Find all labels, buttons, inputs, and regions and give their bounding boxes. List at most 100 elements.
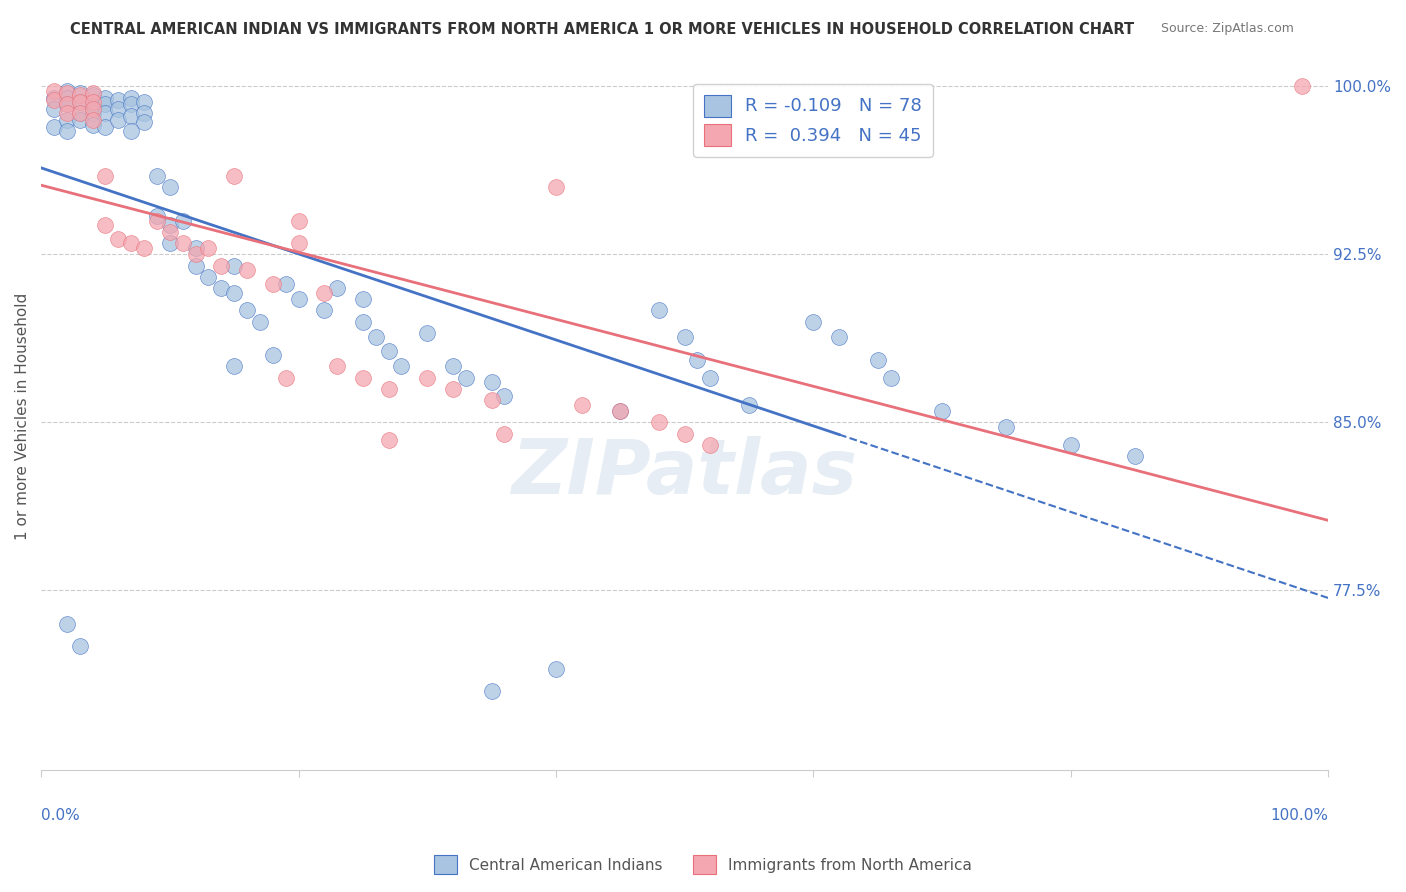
Point: [287, 214, 309, 228]
Point: [132, 106, 155, 120]
Point: [1060, 438, 1083, 452]
Point: [197, 269, 219, 284]
Point: [56, 90, 79, 104]
Point: [82, 102, 104, 116]
Point: [236, 303, 259, 318]
Point: [377, 343, 399, 358]
Point: [120, 90, 142, 104]
Point: [42, 120, 65, 134]
Point: [184, 259, 207, 273]
Point: [209, 259, 232, 273]
Point: [56, 617, 79, 632]
Point: [132, 241, 155, 255]
Point: [209, 281, 232, 295]
Point: [159, 236, 181, 251]
Point: [69, 106, 91, 120]
Point: [274, 277, 297, 291]
Point: [481, 375, 503, 389]
Point: [56, 97, 79, 112]
Point: [56, 124, 79, 138]
Point: [699, 370, 721, 384]
Point: [481, 684, 503, 698]
Point: [224, 285, 246, 300]
Point: [571, 397, 593, 411]
Point: [184, 247, 207, 261]
Point: [120, 124, 142, 138]
Point: [120, 109, 142, 123]
Point: [262, 277, 284, 291]
Point: [673, 426, 696, 441]
Point: [686, 352, 709, 367]
Point: [481, 392, 503, 407]
Point: [132, 95, 155, 110]
Point: [159, 225, 181, 239]
Point: [866, 352, 889, 367]
Point: [94, 120, 117, 134]
Point: [224, 169, 246, 183]
Point: [274, 370, 297, 384]
Point: [377, 434, 399, 448]
Point: [56, 84, 79, 98]
Text: 0.0%: 0.0%: [41, 808, 80, 823]
Point: [120, 236, 142, 251]
Point: [352, 315, 374, 329]
Point: [159, 219, 181, 233]
Point: [82, 100, 104, 114]
Point: [107, 102, 129, 116]
Point: [184, 241, 207, 255]
Point: [287, 236, 309, 251]
Point: [146, 210, 169, 224]
Point: [326, 359, 349, 374]
Point: [494, 426, 516, 441]
Point: [416, 370, 439, 384]
Point: [94, 219, 117, 233]
Point: [1123, 449, 1146, 463]
Point: [42, 84, 65, 98]
Point: [56, 97, 79, 112]
Point: [262, 348, 284, 362]
Point: [82, 106, 104, 120]
Point: [42, 93, 65, 107]
Point: [69, 106, 91, 120]
Point: [673, 330, 696, 344]
Point: [995, 420, 1018, 434]
Point: [172, 214, 194, 228]
Legend: Central American Indians, Immigrants from North America: Central American Indians, Immigrants fro…: [427, 849, 979, 880]
Point: [120, 97, 142, 112]
Point: [287, 292, 309, 306]
Point: [454, 370, 477, 384]
Point: [69, 88, 91, 103]
Point: [699, 438, 721, 452]
Point: [249, 315, 271, 329]
Text: Source: ZipAtlas.com: Source: ZipAtlas.com: [1160, 22, 1294, 36]
Point: [69, 86, 91, 100]
Point: [391, 359, 413, 374]
Text: 100.0%: 100.0%: [1270, 808, 1329, 823]
Point: [42, 90, 65, 104]
Point: [42, 102, 65, 116]
Point: [648, 416, 671, 430]
Point: [364, 330, 387, 344]
Point: [56, 86, 79, 100]
Point: [441, 359, 464, 374]
Point: [197, 241, 219, 255]
Point: [224, 259, 246, 273]
Point: [494, 388, 516, 402]
Point: [159, 180, 181, 194]
Point: [146, 214, 169, 228]
Point: [609, 404, 631, 418]
Point: [828, 330, 851, 344]
Point: [314, 303, 336, 318]
Point: [94, 97, 117, 112]
Point: [172, 236, 194, 251]
Point: [1291, 79, 1313, 94]
Point: [107, 113, 129, 128]
Y-axis label: 1 or more Vehicles in Household: 1 or more Vehicles in Household: [15, 293, 30, 541]
Point: [107, 93, 129, 107]
Point: [879, 370, 901, 384]
Point: [441, 382, 464, 396]
Point: [94, 106, 117, 120]
Point: [69, 640, 91, 654]
Point: [931, 404, 953, 418]
Point: [236, 263, 259, 277]
